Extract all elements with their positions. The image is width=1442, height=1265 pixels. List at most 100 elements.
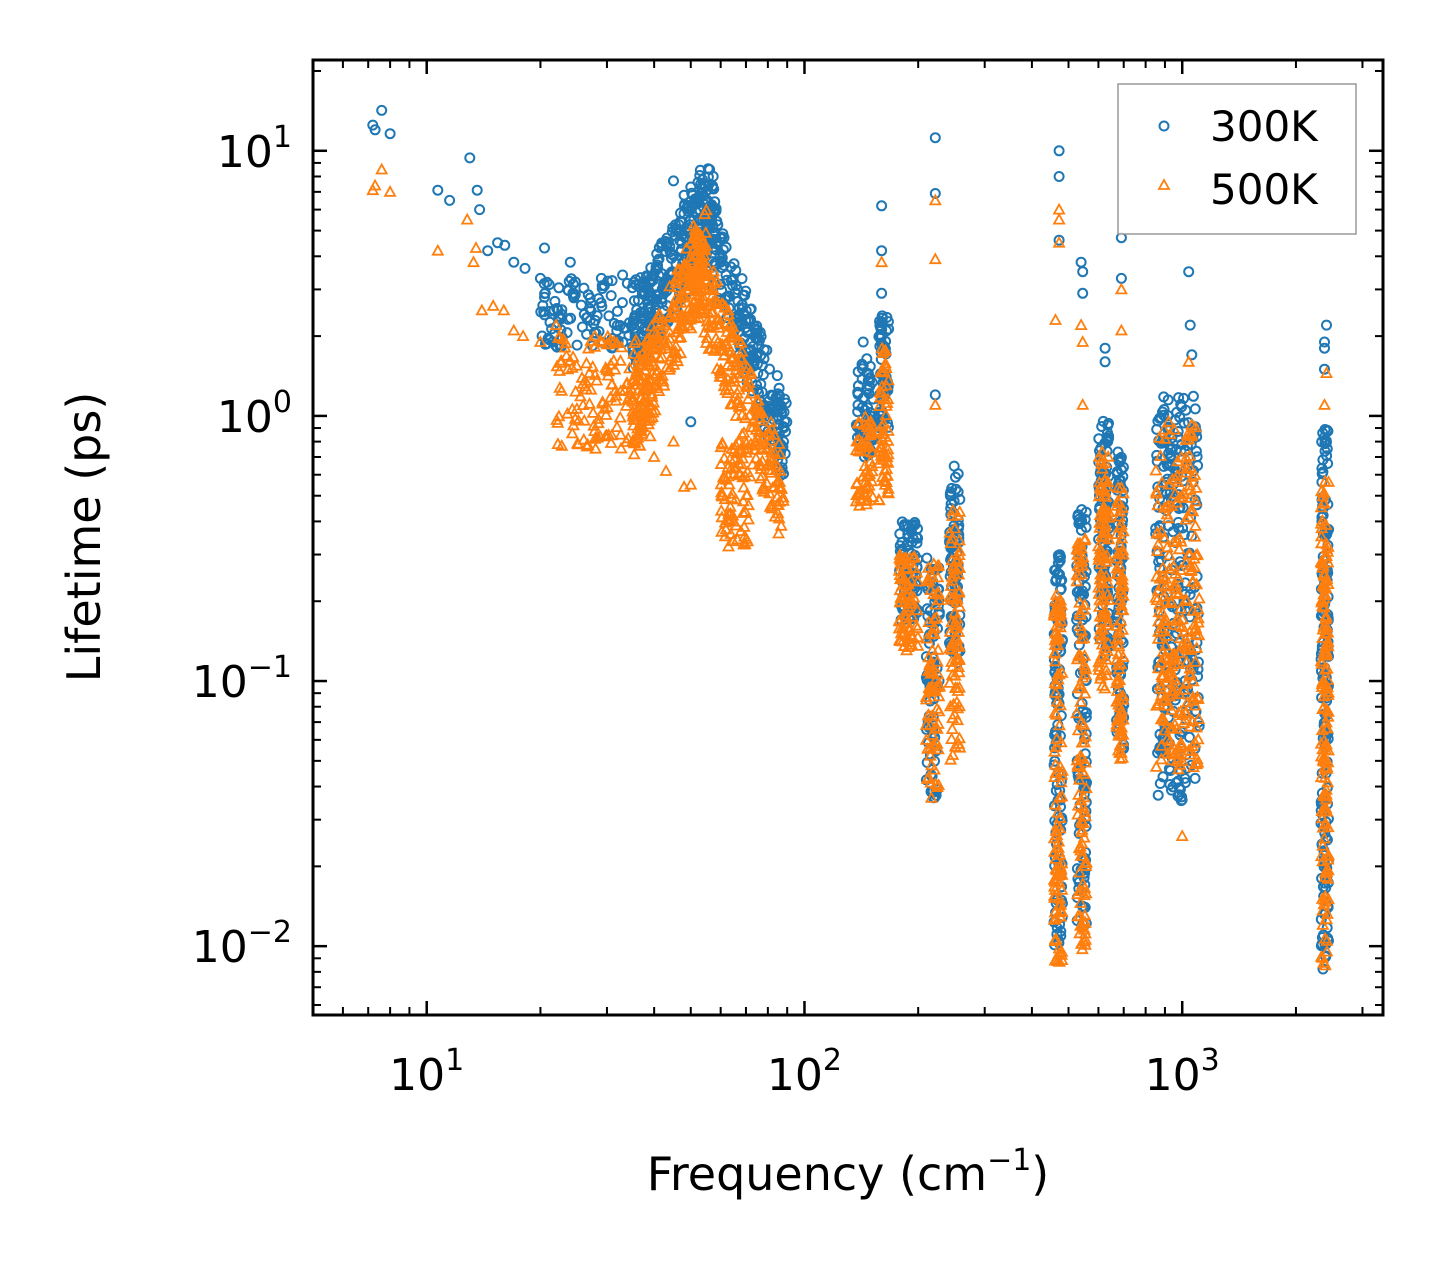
data-point-500k [950,618,964,631]
data-point-500k [901,555,915,568]
data-point-500k [641,381,656,394]
data-point-300k [582,289,594,301]
data-point-500k [745,457,760,470]
data-point-500k [591,412,605,424]
data-point-300k [755,330,767,342]
data-point-500k [1075,822,1089,835]
data-point-500k [727,374,741,387]
data-point-500k [608,362,622,375]
data-point-500k [666,434,681,447]
data-point-300k [720,241,732,253]
data-point-300k [499,239,511,251]
data-point-300k [874,315,886,327]
data-point-500k [1188,420,1203,433]
data-point-500k [1159,638,1173,651]
data-point-500k [1315,631,1330,643]
data-point-500k [893,551,907,564]
data-point-500k [931,742,945,755]
data-point-500k [948,521,962,534]
data-point-500k [724,330,738,343]
data-point-500k [735,408,749,420]
data-point-500k [1316,838,1330,851]
data-point-500k [623,361,637,374]
data-point-500k [953,599,967,612]
data-point-500k [1182,510,1196,522]
data-point-500k [1170,495,1184,508]
data-point-300k [874,320,886,331]
data-point-500k [759,442,773,455]
data-point-500k [1162,689,1177,702]
data-point-300k [1316,665,1327,677]
data-point-500k [1188,519,1202,531]
data-point-500k [1166,652,1181,664]
data-point-500k [1173,631,1187,644]
data-point-500k [576,398,590,411]
data-point-500k [1114,481,1129,493]
data-point-300k [675,215,687,227]
data-point-500k [1055,953,1069,965]
data-point-300k [950,483,962,495]
data-point-500k [1159,579,1173,592]
data-point-500k [1177,682,1191,695]
data-point-500k [1052,212,1066,225]
data-point-500k [1098,526,1112,539]
data-point-300k [694,170,706,181]
data-point-500k [1155,475,1169,488]
data-point-500k [724,326,739,339]
data-point-500k [1188,529,1202,542]
data-point-500k [1314,536,1328,549]
data-point-500k [717,451,731,464]
data-point-500k [1157,422,1171,435]
data-point-500k [1157,613,1171,626]
data-point-500k [1321,871,1335,884]
data-point-500k [1183,478,1197,491]
data-point-300k [929,188,941,199]
data-point-500k [1183,482,1197,495]
data-point-500k [1054,775,1068,788]
data-point-300k [771,370,783,382]
data-point-500k [730,355,744,367]
data-point-300k [1173,522,1185,534]
data-point-500k [1054,598,1068,611]
data-point-500k [1318,739,1332,752]
data-point-500k [861,417,875,429]
data-point-500k [634,391,648,404]
data-point-500k [1154,712,1168,725]
data-point-500k [755,454,769,467]
data-point-500k [1101,636,1115,648]
data-point-300k [725,261,737,273]
data-point-500k [669,339,683,351]
data-point-500k [533,335,547,347]
data-point-500k [763,500,777,512]
data-point-500k [1177,716,1191,729]
data-point-500k [683,312,698,325]
data-point-300k [464,152,476,164]
data-point-500k [1155,569,1169,582]
data-point-500k [921,573,935,586]
data-point-500k [1113,538,1127,550]
data-point-500k [1075,825,1089,838]
data-point-500k [1189,481,1203,493]
data-point-500k [582,366,596,379]
series-500k [366,162,1336,971]
data-point-500k [1074,849,1088,861]
data-point-500k [872,493,886,506]
data-point-500k [595,335,609,348]
data-point-500k [1164,742,1178,755]
data-point-500k [1052,875,1066,888]
data-point-500k [1318,474,1332,487]
y-axis-label: Lifetime (ps) [57,392,111,683]
data-point-300k [717,244,729,256]
data-point-500k [1079,855,1093,868]
data-point-300k [1102,419,1114,431]
data-point-500k [744,420,758,433]
data-point-300k [744,336,756,348]
data-point-500k [1093,480,1107,493]
data-point-500k [584,382,598,395]
data-point-500k [1096,622,1110,635]
data-point-500k [1191,611,1205,624]
data-point-500k [1321,673,1335,685]
data-point-500k [736,506,750,518]
data-point-500k [1115,703,1129,716]
data-point-500k [1318,870,1332,882]
